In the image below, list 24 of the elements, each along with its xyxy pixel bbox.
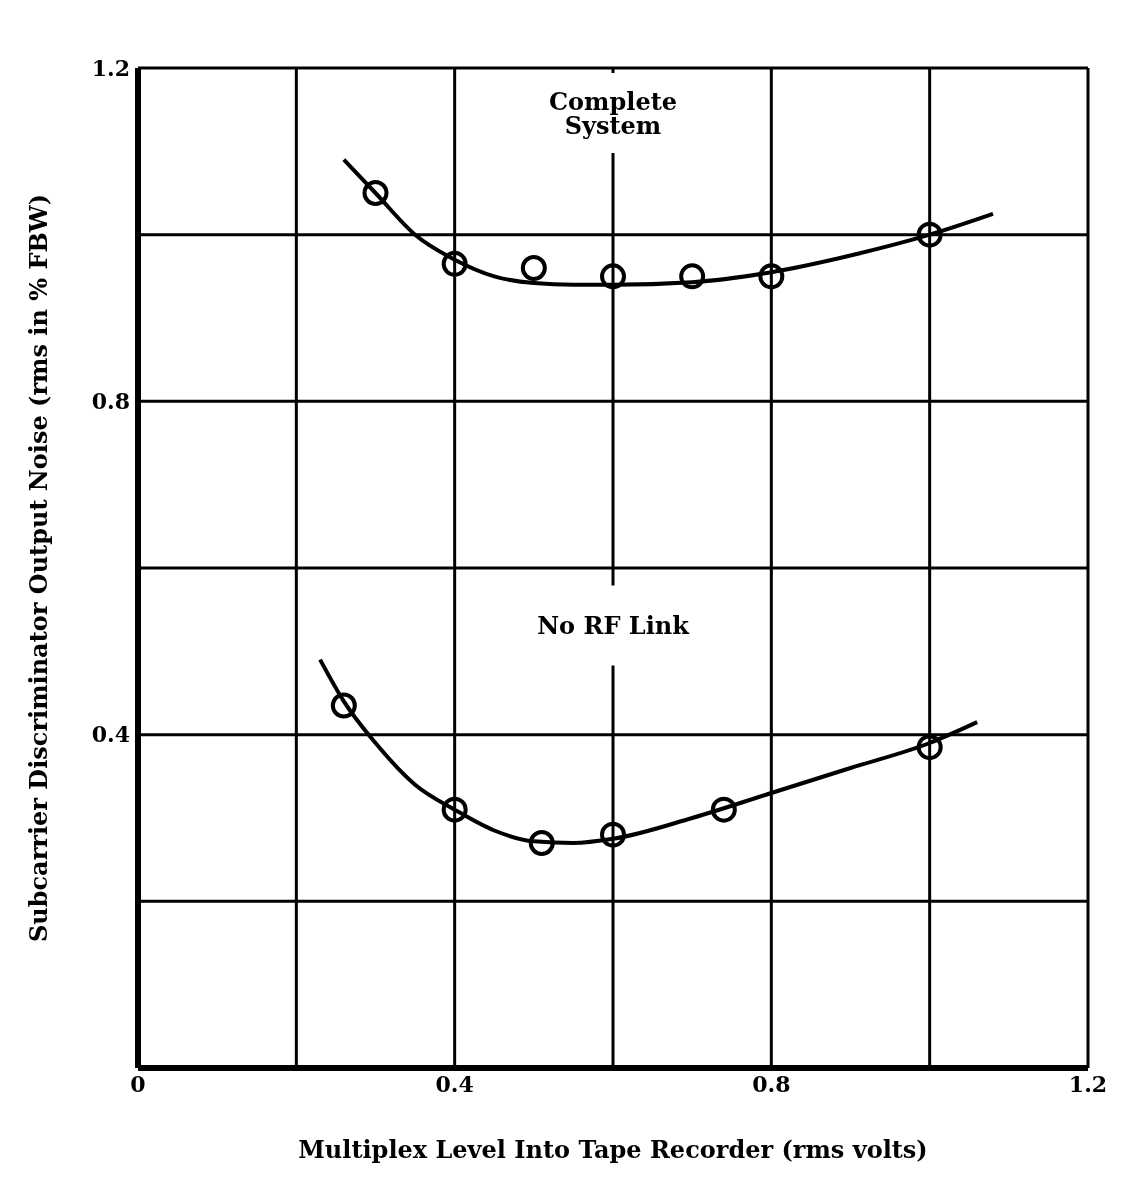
y-tick-label: 0.8 (91, 388, 130, 415)
y-tick-label: 0.4 (91, 721, 130, 748)
point (916, 221, 943, 248)
x-axis-title: Multiplex Level Into Tape Recorder (rms volts) (298, 1135, 928, 1164)
point (330, 692, 357, 719)
x-tick-label: 0 (130, 1070, 146, 1097)
annotation: No RF Link (537, 611, 691, 641)
x-tick-label: 0.4 (435, 1070, 474, 1097)
point (600, 821, 626, 848)
point (528, 830, 555, 856)
y-tick-label: 1.2 (91, 54, 130, 81)
point (362, 180, 389, 206)
point (710, 796, 737, 823)
annotation: Complete System (548, 86, 678, 140)
point (679, 263, 706, 290)
point (758, 263, 785, 290)
point (600, 263, 626, 290)
point (441, 250, 468, 277)
x-tick-label: 1.2 (1068, 1070, 1108, 1097)
point (520, 255, 547, 281)
point (441, 796, 468, 823)
y-axis-title: Subcarrier Discriminator Output Noise (rms in % FBW) (23, 193, 53, 943)
x-tick-label: 0.8 (752, 1070, 791, 1097)
point (916, 734, 943, 761)
